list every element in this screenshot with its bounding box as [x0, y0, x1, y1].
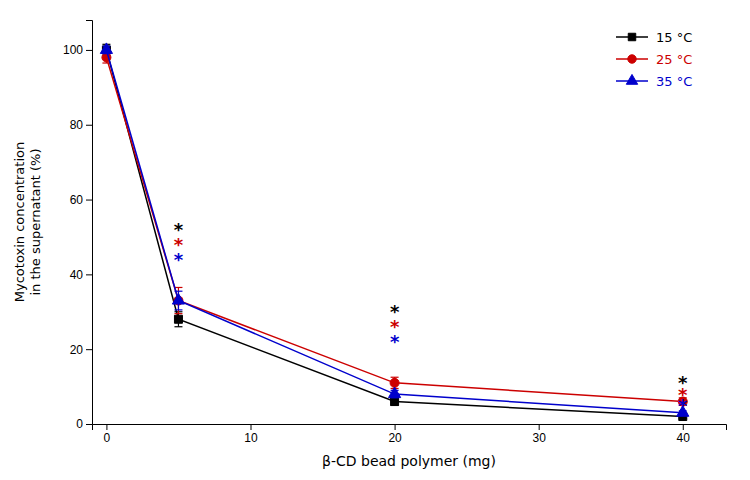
plot-area	[100, 43, 689, 421]
tick-label: 80	[70, 118, 84, 132]
legend-marker	[628, 33, 635, 40]
marker	[391, 398, 399, 406]
y-axis-title: Mycotoxin concentrationin the supernatan…	[12, 142, 43, 302]
tick: 100	[63, 43, 92, 57]
marker	[172, 294, 184, 305]
legend-item: 15 °C	[616, 30, 692, 45]
annotation: *	[174, 249, 184, 270]
tick-label: 40	[677, 431, 691, 445]
tick-label: 20	[388, 431, 402, 445]
marker	[100, 43, 112, 54]
tick: 30	[533, 424, 547, 445]
tick: 40	[677, 424, 691, 445]
legend-label: 25 °C	[656, 52, 692, 67]
tick-mark	[539, 424, 540, 430]
line	[106, 57, 682, 401]
tick-label: 0	[104, 431, 111, 445]
error-bar	[391, 398, 399, 405]
tick-mark	[251, 424, 252, 430]
tick: 20	[70, 343, 92, 357]
legend-marker	[626, 74, 637, 84]
tick-mark	[106, 424, 107, 430]
chart: 0 10 20 30 40 0 20 40 60 80 100 β-CD bead polymer (…	[0, 0, 750, 480]
tick-label: 10	[244, 431, 258, 445]
tick-mark	[86, 274, 92, 275]
x-axis: 0 10 20 30 40	[93, 424, 727, 445]
tick-label: 100	[63, 43, 83, 57]
tick-label: 60	[70, 193, 84, 207]
x-axis-title: β-CD bead polymer (mg)	[322, 453, 496, 469]
series	[100, 43, 689, 416]
tick-mark	[395, 424, 396, 430]
marker	[389, 387, 401, 398]
line	[106, 50, 682, 413]
legend-marker	[628, 55, 636, 63]
tick: 80	[70, 118, 92, 132]
annotation: *	[390, 331, 400, 352]
series	[102, 44, 686, 420]
tick-label: 40	[70, 268, 84, 282]
tick: 60	[70, 193, 92, 207]
tick-label: 20	[70, 343, 84, 357]
tick-mark	[86, 349, 92, 350]
tick-mark	[86, 50, 92, 51]
x-axis-line	[93, 425, 727, 431]
y-axis-line	[86, 21, 93, 425]
legend: 15 °C 25 °C 35 °C	[616, 30, 692, 89]
legend-label: 15 °C	[656, 30, 692, 45]
marker	[174, 315, 182, 323]
annotation: *	[678, 395, 688, 416]
tick: 0	[104, 424, 111, 445]
tick-label: 0	[76, 417, 83, 431]
tick-mark	[683, 424, 684, 430]
error-bar	[174, 312, 182, 327]
marker	[390, 378, 399, 387]
tick: 10	[244, 424, 258, 445]
annotations: *********	[174, 219, 688, 416]
tick: 40	[70, 268, 92, 282]
legend-item: 35 °C	[616, 74, 692, 89]
line	[106, 50, 682, 417]
tick: 20	[388, 424, 402, 445]
y-axis: 0 20 40 60 80 100	[63, 21, 93, 432]
legend-label: 35 °C	[656, 74, 692, 89]
tick-mark	[86, 200, 92, 201]
tick-mark	[86, 424, 92, 425]
tick-label: 30	[533, 431, 547, 445]
series	[102, 52, 687, 406]
tick-mark	[86, 125, 92, 126]
tick: 0	[76, 417, 92, 431]
legend-item: 25 °C	[616, 52, 692, 67]
